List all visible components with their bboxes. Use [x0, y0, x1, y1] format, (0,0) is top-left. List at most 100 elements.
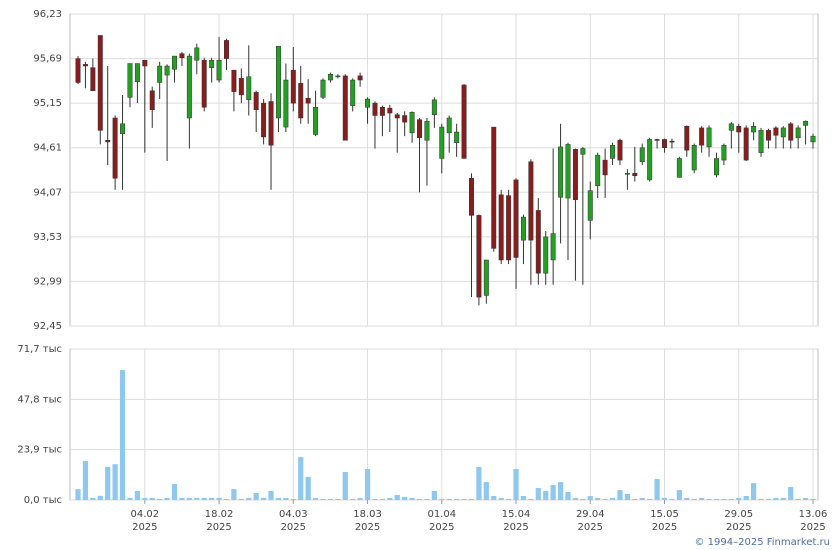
candle-body	[172, 55, 177, 70]
volume-bar	[617, 490, 623, 500]
volume-bar	[572, 497, 579, 500]
volume-bar	[721, 498, 727, 500]
volume-bar	[483, 482, 489, 500]
volume-bar	[557, 482, 564, 500]
volume-bar	[661, 497, 668, 500]
candle-body	[209, 59, 215, 68]
candle-body	[253, 92, 259, 110]
volume-bar	[231, 489, 237, 500]
volume-bar	[758, 498, 764, 500]
y-tick-label: 47,8 тыс	[17, 394, 62, 405]
candle-body	[498, 194, 504, 261]
candle-body	[803, 121, 809, 126]
volume-bar	[312, 497, 319, 500]
volume-bar	[691, 498, 697, 500]
x-tick-year: 2025	[652, 522, 677, 533]
y-tick-label: 93,53	[33, 232, 62, 243]
candle-body	[483, 259, 489, 296]
candle-body	[231, 69, 237, 92]
volume-bar	[476, 466, 482, 500]
x-tick-year: 2025	[726, 522, 751, 533]
candle-body	[550, 233, 556, 261]
y-tick-label: 95,69	[33, 54, 62, 65]
volume-bar	[446, 498, 452, 500]
candle-body	[743, 127, 749, 161]
candle-body	[357, 75, 363, 81]
candle-body	[654, 139, 660, 141]
volume-bar	[253, 493, 259, 500]
volume-bar	[802, 497, 809, 500]
volume-bar	[350, 498, 356, 500]
candle-body	[669, 140, 675, 143]
candle-body	[379, 107, 385, 116]
candle-body	[469, 178, 474, 216]
volume-bar	[342, 471, 348, 500]
candle-body	[238, 78, 244, 96]
candle-body	[587, 190, 593, 221]
x-tick-label: 15.05	[650, 509, 679, 520]
volume-bar	[506, 498, 512, 500]
volume-bar	[751, 483, 757, 500]
volume-bar	[795, 498, 801, 500]
candle-body	[246, 76, 252, 101]
volume-bar	[119, 370, 126, 500]
volume-bar	[788, 486, 794, 500]
candle-body	[676, 158, 682, 178]
volume-bar	[647, 498, 653, 500]
candle-body	[617, 140, 623, 161]
volume-bar	[416, 498, 423, 500]
candle-body	[409, 111, 415, 134]
candle-body	[179, 53, 185, 58]
volume-bar	[728, 498, 734, 500]
volume-bar	[773, 497, 779, 500]
x-tick-year: 2025	[800, 522, 825, 533]
volume-bar	[142, 497, 148, 500]
x-tick-label: 01.04	[427, 509, 456, 520]
volume-bar	[454, 498, 460, 500]
candle-body	[365, 98, 371, 108]
volume-bar	[171, 483, 178, 500]
candle-body	[513, 179, 519, 258]
candle-body	[461, 84, 467, 159]
candle-body	[572, 149, 578, 200]
x-tick-year: 2025	[206, 522, 231, 533]
candle-body	[535, 210, 541, 274]
x-tick-year: 2025	[132, 522, 157, 533]
x-tick-label: 18.02	[205, 509, 234, 520]
y-tick-label: 0,0 тыс	[24, 495, 62, 506]
candle-body	[387, 107, 393, 114]
volume-bar	[305, 476, 311, 500]
volume-bar	[402, 496, 408, 500]
candle-body	[142, 59, 148, 67]
volume-bar	[275, 497, 282, 500]
candle-body	[491, 126, 497, 249]
candle-body	[647, 139, 653, 181]
candle-body	[639, 147, 645, 162]
volume-bar	[357, 497, 363, 500]
candle-body	[97, 35, 103, 131]
candle-body	[120, 123, 126, 134]
candle-body	[342, 75, 348, 141]
volume-bar	[97, 495, 103, 500]
candle-body	[424, 121, 430, 141]
volume-bar	[379, 498, 385, 500]
x-tick-label: 04.03	[279, 509, 308, 520]
candle-body	[810, 135, 816, 143]
candle-body	[157, 65, 163, 83]
candle-body	[580, 148, 586, 155]
volume-bar	[82, 461, 89, 500]
y-tick-label: 23,9 тыс	[17, 445, 62, 456]
candle-body	[632, 173, 638, 177]
volume-bar	[736, 497, 742, 500]
x-tick-label: 15.04	[502, 509, 531, 520]
volume-bar	[431, 490, 437, 500]
volume-bar	[112, 464, 118, 500]
y-tick-label: 94,07	[33, 187, 62, 198]
candle-body	[372, 102, 378, 116]
volume-bar	[164, 497, 170, 500]
candle-body	[149, 90, 155, 110]
candle-body	[90, 67, 96, 92]
candle-body	[684, 126, 690, 151]
x-tick-label: 04.02	[130, 509, 159, 520]
volume-bar	[201, 497, 207, 500]
